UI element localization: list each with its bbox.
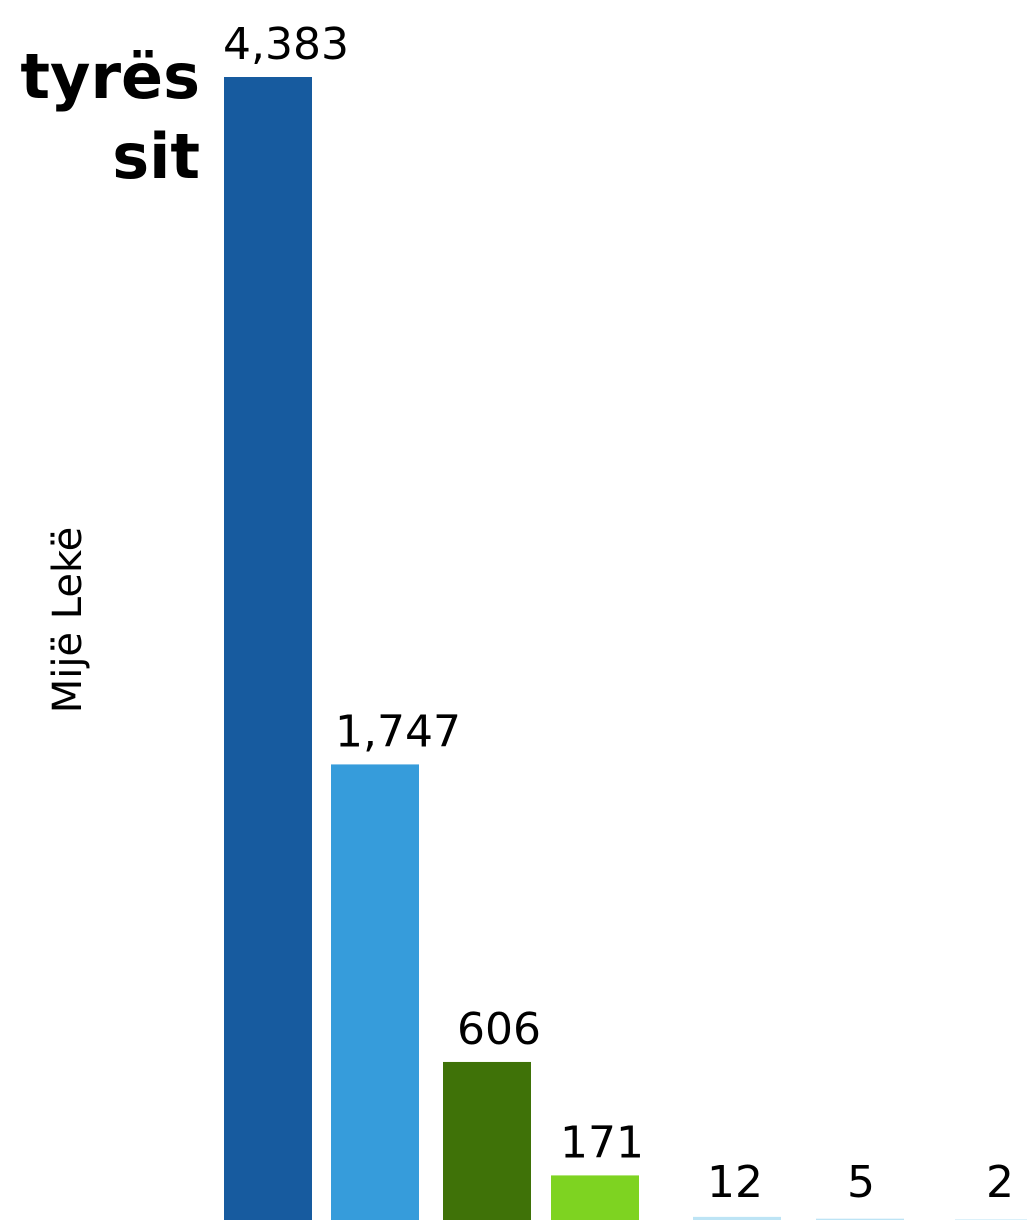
bar-3	[443, 1061, 531, 1220]
bar-5	[693, 1216, 781, 1220]
value-label-5: 12	[707, 1157, 763, 1208]
bar-6	[816, 1218, 904, 1220]
value-label-2: 1,747	[335, 706, 461, 757]
bar-4	[551, 1175, 639, 1220]
bar-2	[331, 764, 419, 1220]
chart-title-line-1: tyrës	[20, 40, 200, 113]
value-label-3: 606	[457, 1004, 541, 1055]
chart-title-line-2: sit	[112, 120, 200, 193]
value-label-1: 4,383	[223, 19, 349, 70]
value-label-7: 2	[986, 1157, 1014, 1208]
value-label-4: 171	[560, 1117, 644, 1168]
bar-1	[224, 77, 312, 1220]
value-label-6: 5	[847, 1157, 875, 1208]
